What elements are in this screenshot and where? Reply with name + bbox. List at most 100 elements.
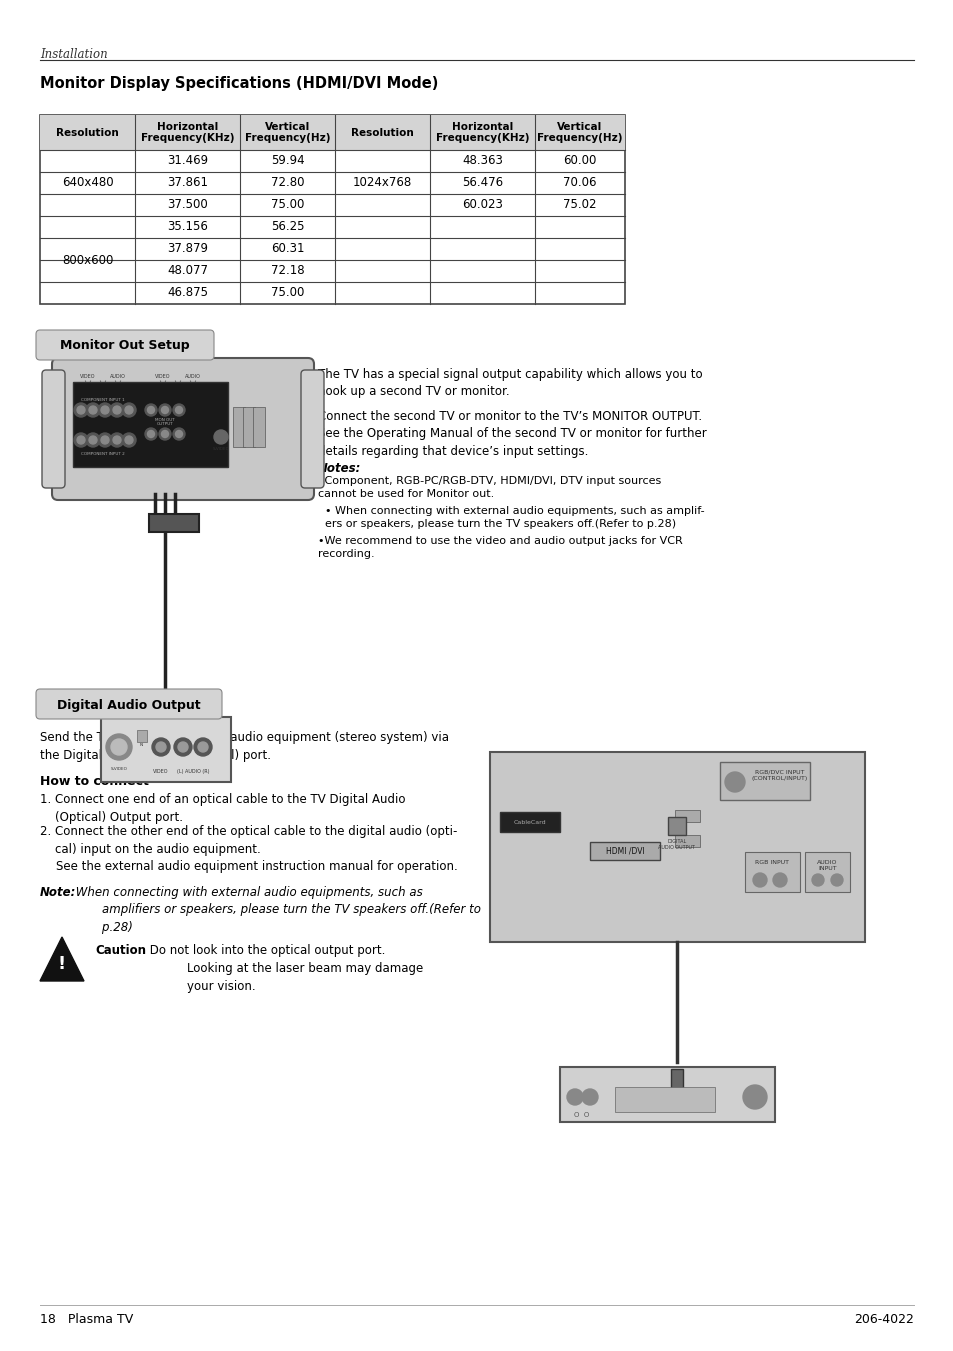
Bar [675,811,700,821]
Bar [233,407,245,447]
FancyBboxPatch shape [36,330,213,359]
Text: VIDEO: VIDEO [80,374,95,380]
Circle shape [193,738,212,757]
Text: Notes:: Notes: [317,462,361,476]
Circle shape [89,407,97,413]
Bar [137,730,147,742]
Text: O  O: O O [574,1112,589,1119]
Circle shape [175,431,182,438]
Text: Note:: Note: [40,886,76,898]
Text: Horizontal
Frequency(KHz): Horizontal Frequency(KHz) [436,122,529,143]
Bar [243,407,254,447]
Circle shape [77,407,85,413]
Text: The TV has a special signal output capability which allows you to
hook up a seco: The TV has a special signal output capab… [317,367,702,399]
Circle shape [581,1089,598,1105]
Circle shape [161,407,169,413]
FancyBboxPatch shape [42,370,65,488]
Circle shape [110,434,124,447]
Text: 72.18: 72.18 [271,265,304,277]
Circle shape [125,407,132,413]
Text: Digital Audio Output: Digital Audio Output [57,698,200,712]
Text: 18   Plasma TV: 18 Plasma TV [40,1313,133,1325]
Circle shape [156,742,166,753]
Bar [675,835,700,847]
Circle shape [198,742,208,753]
Bar [499,812,559,832]
Circle shape [101,407,109,413]
Circle shape [772,873,786,888]
Text: : Do not look into the optical output port.
            Looking at the laser bea: : Do not look into the optical output po… [142,944,423,993]
Circle shape [830,874,842,886]
FancyBboxPatch shape [36,689,222,719]
Text: CableCard: CableCard [513,820,546,824]
Circle shape [74,403,88,417]
Text: •We recommend to use the video and audio output jacks for VCR
recording.: •We recommend to use the video and audio… [317,536,682,559]
Bar [559,1067,774,1121]
Circle shape [122,434,136,447]
Text: S-VIDEO: S-VIDEO [111,767,128,771]
Text: VIDEO: VIDEO [153,769,169,774]
Text: VIDEO: VIDEO [155,374,171,380]
Circle shape [724,771,744,792]
Circle shape [752,873,766,888]
Text: 37.500: 37.500 [167,199,208,212]
Text: S-VIDEO: S-VIDEO [213,447,230,451]
Text: 60.023: 60.023 [461,199,502,212]
Text: •Component, RGB-PC/RGB-DTV, HDMI/DVI, DTV input sources
cannot be used for Monit: •Component, RGB-PC/RGB-DTV, HDMI/DVI, DT… [317,476,660,500]
Polygon shape [40,938,84,981]
Text: 2. Connect the other end of the optical cable to the digital audio (opti-
    ca: 2. Connect the other end of the optical … [40,825,456,855]
Circle shape [148,431,154,438]
Bar [804,852,849,892]
Text: 56.25: 56.25 [271,220,304,234]
Bar [40,115,624,150]
Bar [667,817,685,835]
Text: AUDIO: AUDIO [110,374,126,380]
Circle shape [811,874,823,886]
Bar [490,753,864,942]
Circle shape [145,404,157,416]
Text: 59.94: 59.94 [271,154,304,168]
Circle shape [178,742,188,753]
Text: MON OUT
OUTPUT: MON OUT OUTPUT [155,417,174,427]
Circle shape [106,734,132,761]
Circle shape [213,430,228,444]
Text: 37.879: 37.879 [167,242,208,255]
Text: Connect the second TV or monitor to the TV’s MONITOR OUTPUT.
See the Operating M: Connect the second TV or monitor to the … [317,409,706,458]
Text: 800x600: 800x600 [62,254,113,266]
Text: 1024x768: 1024x768 [353,177,412,189]
Bar [101,717,231,782]
Text: Monitor Display Specifications (HDMI/DVI Mode): Monitor Display Specifications (HDMI/DVI… [40,76,438,91]
Text: 1. Connect one end of an optical cable to the TV Digital Audio
    (Optical) Out: 1. Connect one end of an optical cable t… [40,793,405,824]
Text: RGB INPUT: RGB INPUT [755,861,789,865]
Text: AUDIO: AUDIO [185,374,201,380]
Text: RGB/DVC INPUT
(CONTROL/INPUT): RGB/DVC INPUT (CONTROL/INPUT) [751,770,807,781]
Text: 75.02: 75.02 [562,199,597,212]
Text: 60.00: 60.00 [562,154,596,168]
FancyBboxPatch shape [52,358,314,500]
Circle shape [111,739,127,755]
Text: (L) AUDIO (R): (L) AUDIO (R) [176,769,209,774]
Text: AUDIO
INPUT: AUDIO INPUT [817,861,837,871]
Text: Horizontal
Frequency(KHz): Horizontal Frequency(KHz) [141,122,234,143]
Text: Resolution: Resolution [351,127,414,138]
Circle shape [77,436,85,444]
Circle shape [112,436,121,444]
Text: 60.31: 60.31 [271,242,304,255]
Circle shape [742,1085,766,1109]
Text: 31.469: 31.469 [167,154,208,168]
Text: 75.00: 75.00 [271,199,304,212]
Circle shape [98,403,112,417]
Text: Monitor Out Setup: Monitor Out Setup [60,339,190,353]
Circle shape [125,436,132,444]
Circle shape [110,403,124,417]
Bar [670,1069,682,1089]
Circle shape [86,403,100,417]
Circle shape [173,738,192,757]
Text: 56.476: 56.476 [461,177,502,189]
Circle shape [159,428,171,440]
Text: 48.363: 48.363 [461,154,502,168]
Text: Vertical
Frequency(Hz): Vertical Frequency(Hz) [537,122,622,143]
Text: Send the TV’s audio to external audio equipment (stereo system) via
the Digital : Send the TV’s audio to external audio eq… [40,731,449,762]
Text: 35.156: 35.156 [167,220,208,234]
Text: How to connect: How to connect [40,775,149,788]
